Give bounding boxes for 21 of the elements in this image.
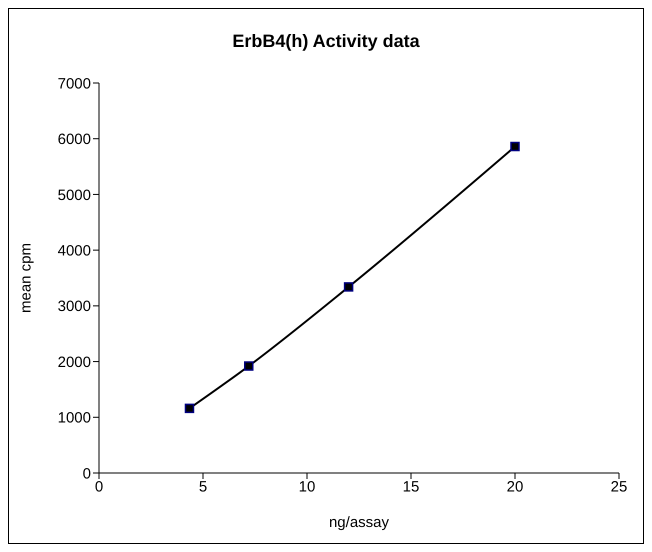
x-tick-label: 25 [610,478,628,496]
y-tick-label: 4000 [58,242,91,260]
y-tick-label: 1000 [58,410,91,427]
chart-title: ErbB4(h) Activity data [231,31,421,52]
point [510,142,520,152]
x-tick-label: 5 [198,478,208,496]
y-tick-label: 2000 [58,354,91,371]
y-tick-label: 6000 [58,131,91,148]
y-tick-label: 3000 [58,298,91,316]
x-tick-label: 15 [402,478,420,496]
x-tick-label: 10 [298,478,316,496]
y-axis-title: mean cpm [17,242,34,314]
point [184,404,194,414]
y-tick-label: 7000 [58,75,91,92]
x-axis-title: ng/assay [328,514,390,531]
x-tick-label: 20 [506,478,524,496]
x-tick-label: 0 [94,478,104,496]
y-tick-label: 5000 [58,186,91,204]
point [344,282,354,292]
y-tick-label: 0 [82,465,91,482]
point [244,361,254,371]
